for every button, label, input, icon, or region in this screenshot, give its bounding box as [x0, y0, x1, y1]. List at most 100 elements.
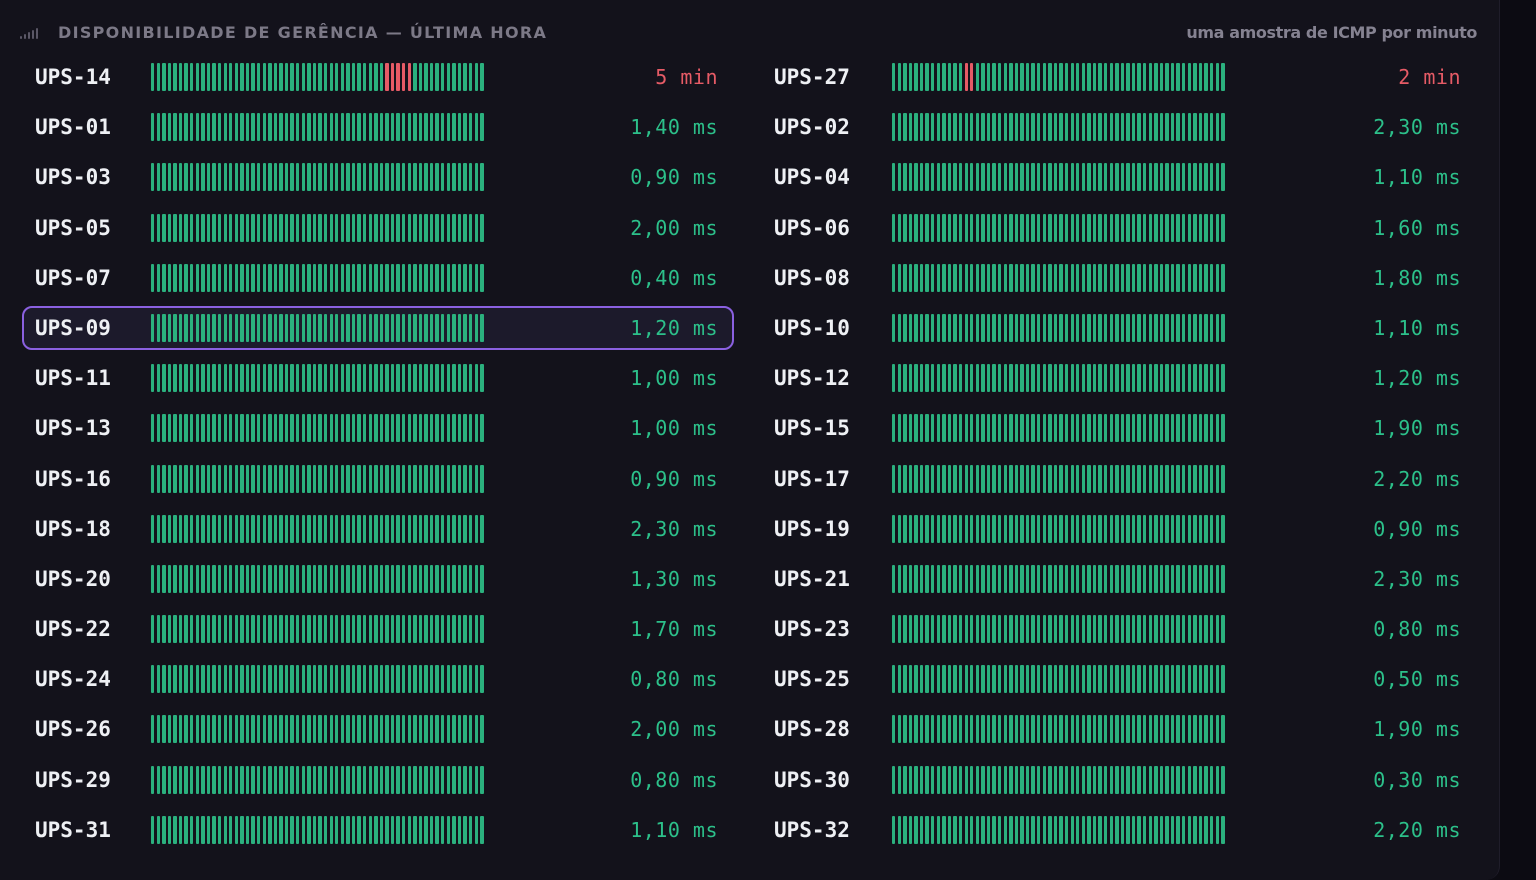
sample-up — [312, 815, 317, 844]
host-row-ups-08[interactable]: UPS-08 1,80 ms — [761, 256, 1473, 300]
sample-up — [1182, 364, 1186, 393]
sample-up — [953, 715, 957, 744]
sample-up — [1076, 665, 1080, 694]
sample-up — [240, 815, 244, 844]
host-row-ups-02[interactable]: UPS-02 2,30 ms — [761, 105, 1473, 149]
host-row-ups-16[interactable]: UPS-16 0,90 ms — [22, 457, 734, 501]
host-row-ups-12[interactable]: UPS-12 1,20 ms — [761, 356, 1473, 400]
sample-up — [245, 414, 250, 443]
host-row-ups-11[interactable]: UPS-11 1,00 ms — [22, 356, 734, 400]
sample-up — [1148, 263, 1152, 292]
sample-up — [446, 514, 451, 543]
host-row-ups-22[interactable]: UPS-22 1,70 ms — [22, 607, 734, 651]
host-row-ups-29[interactable]: UPS-29 0,80 ms — [22, 758, 734, 802]
sample-up — [953, 765, 957, 794]
sample-up — [1103, 263, 1108, 292]
sample-up — [964, 414, 968, 443]
sample-up — [335, 213, 339, 242]
sample-up — [441, 213, 445, 242]
sample-up — [1209, 765, 1214, 794]
host-row-ups-21[interactable]: UPS-21 2,30 ms — [761, 557, 1473, 601]
sample-up — [173, 364, 177, 393]
host-row-ups-19[interactable]: UPS-19 0,90 ms — [761, 507, 1473, 551]
sample-up — [1076, 715, 1080, 744]
sample-up — [212, 765, 216, 794]
sample-up — [312, 414, 317, 443]
sample-up — [1076, 414, 1080, 443]
host-row-ups-30[interactable]: UPS-30 0,30 ms — [761, 758, 1473, 802]
host-row-ups-18[interactable]: UPS-18 2,30 ms — [22, 507, 734, 551]
host-row-ups-23[interactable]: UPS-23 0,80 ms — [761, 607, 1473, 651]
availability-bars — [892, 815, 1225, 844]
host-row-ups-05[interactable]: UPS-05 2,00 ms — [22, 206, 734, 250]
host-row-ups-32[interactable]: UPS-32 2,20 ms — [761, 808, 1473, 852]
host-name: UPS-26 — [35, 717, 111, 742]
sample-up — [357, 263, 361, 292]
sample-up — [368, 313, 372, 342]
sample-up — [1031, 313, 1035, 342]
sample-up — [1209, 564, 1214, 593]
sample-up — [279, 615, 283, 644]
sample-up — [1115, 715, 1119, 744]
sample-up — [1064, 464, 1069, 493]
sample-up — [1070, 564, 1074, 593]
host-row-ups-04[interactable]: UPS-04 1,10 ms — [761, 155, 1473, 199]
sample-up — [435, 514, 439, 543]
sample-down — [964, 63, 968, 91]
host-row-ups-07[interactable]: UPS-07 0,40 ms — [22, 256, 734, 300]
sample-up — [301, 163, 305, 192]
sample-up — [323, 815, 328, 844]
host-row-ups-14[interactable]: UPS-14 5 min — [22, 55, 734, 99]
sample-up — [167, 213, 172, 242]
sample-up — [273, 63, 278, 91]
sample-up — [1087, 665, 1091, 694]
sample-up — [262, 665, 266, 694]
sample-up — [351, 263, 356, 292]
sample-up — [284, 564, 289, 593]
host-row-ups-28[interactable]: UPS-28 1,90 ms — [761, 707, 1473, 751]
sample-up — [167, 113, 172, 142]
host-row-ups-06[interactable]: UPS-06 1,60 ms — [761, 206, 1473, 250]
host-row-ups-17[interactable]: UPS-17 2,20 ms — [761, 457, 1473, 501]
sample-up — [480, 414, 484, 443]
host-row-ups-20[interactable]: UPS-20 1,30 ms — [22, 557, 734, 601]
sample-up — [1215, 615, 1219, 644]
sample-up — [374, 615, 378, 644]
sample-up — [925, 113, 929, 142]
sample-up — [936, 63, 941, 91]
sample-up — [1064, 313, 1069, 342]
host-row-ups-26[interactable]: UPS-26 2,00 ms — [22, 707, 734, 751]
host-row-ups-09[interactable]: UPS-09 1,20 ms — [22, 305, 734, 350]
host-row-ups-03[interactable]: UPS-03 0,90 ms — [22, 155, 734, 199]
host-row-ups-13[interactable]: UPS-13 1,00 ms — [22, 406, 734, 450]
sample-up — [1209, 113, 1214, 142]
host-row-ups-25[interactable]: UPS-25 0,50 ms — [761, 657, 1473, 701]
sample-up — [240, 765, 244, 794]
host-row-ups-01[interactable]: UPS-01 1,40 ms — [22, 105, 734, 149]
sample-up — [947, 464, 952, 493]
sample-up — [418, 63, 423, 91]
sample-up — [374, 414, 378, 443]
latency-value: 2,30 ms — [630, 516, 718, 541]
sample-up — [1092, 514, 1097, 543]
sample-up — [1148, 765, 1152, 794]
sample-up — [463, 364, 467, 393]
sample-up — [1053, 765, 1058, 794]
host-row-ups-27[interactable]: UPS-27 2 min — [761, 55, 1473, 99]
sample-up — [1143, 113, 1147, 142]
latency-value: 2,30 ms — [1373, 115, 1461, 140]
sample-up — [1003, 815, 1007, 844]
sample-up — [1048, 464, 1052, 493]
host-row-ups-24[interactable]: UPS-24 0,80 ms — [22, 657, 734, 701]
sample-up — [268, 414, 272, 443]
sample-up — [413, 715, 417, 744]
sample-up — [1215, 765, 1219, 794]
sample-up — [1187, 313, 1192, 342]
host-row-ups-31[interactable]: UPS-31 1,10 ms — [22, 808, 734, 852]
sample-up — [1115, 113, 1119, 142]
sample-up — [195, 464, 200, 493]
host-row-ups-15[interactable]: UPS-15 1,90 ms — [761, 406, 1473, 450]
sample-up — [1081, 263, 1086, 292]
sample-up — [229, 313, 233, 342]
host-row-ups-10[interactable]: UPS-10 1,10 ms — [761, 306, 1473, 350]
